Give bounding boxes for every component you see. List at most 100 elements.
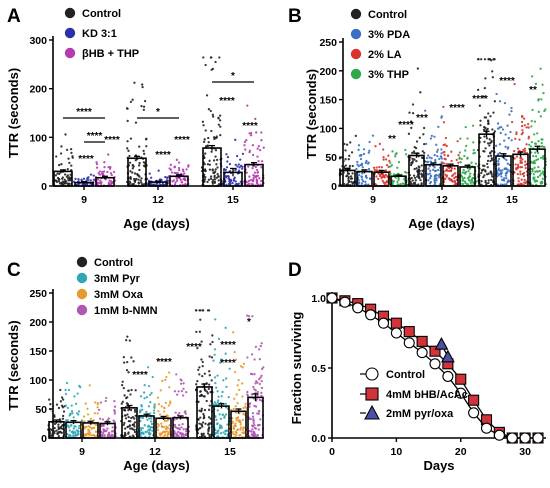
data-point: [242, 426, 246, 430]
data-point: [179, 432, 182, 435]
data-point: [536, 151, 540, 155]
data-point: [182, 170, 185, 173]
data-point: [221, 390, 224, 394]
data-point: [53, 422, 57, 426]
data-point: [451, 174, 454, 178]
data-point: [520, 183, 524, 186]
data-point: [107, 417, 110, 420]
data-point: [412, 150, 416, 153]
data-point: [435, 174, 438, 177]
data-point: [113, 412, 116, 415]
data-point: [525, 180, 528, 183]
data-point: [472, 148, 476, 152]
data-point: [81, 183, 84, 186]
data-point: [527, 135, 531, 138]
data-point: [383, 174, 386, 177]
data-point: [215, 158, 219, 162]
data-point: [150, 391, 153, 395]
data-point: [542, 154, 545, 158]
data-point: [435, 143, 438, 146]
data-point: [199, 318, 202, 321]
data-point: [95, 162, 99, 166]
data-point: [246, 356, 249, 359]
data-point: [260, 166, 263, 169]
data-point: [346, 174, 349, 177]
data-point: [389, 165, 392, 168]
data-point: [459, 161, 462, 164]
data-point: [242, 431, 245, 435]
data-point: [126, 335, 129, 338]
data-point: [368, 177, 372, 180]
data-point: [242, 406, 245, 410]
data-point: [342, 160, 345, 163]
data-point: [96, 178, 100, 181]
y-tick-label: 0.0: [311, 433, 326, 445]
data-point: [219, 114, 222, 117]
data-point: [71, 430, 75, 433]
data-point: [515, 168, 518, 171]
data-point: [113, 405, 117, 408]
data-point: [207, 423, 210, 426]
data-point: [397, 178, 400, 182]
data-point: [149, 420, 153, 423]
data-point: [450, 150, 453, 153]
data-point: [251, 144, 255, 147]
data-point: [455, 158, 458, 162]
data-point: [260, 394, 263, 397]
data-point: [396, 166, 399, 169]
legend-marker: [350, 68, 362, 80]
survival-point: [442, 370, 454, 382]
data-point: [256, 147, 259, 150]
survival-point: [352, 302, 364, 314]
data-point: [260, 386, 264, 390]
data-point: [484, 147, 487, 150]
data-point: [442, 162, 446, 165]
data-point: [237, 182, 240, 185]
data-point: [206, 432, 210, 435]
data-point: [443, 150, 446, 154]
data-point: [361, 180, 365, 183]
data-point: [217, 435, 220, 438]
data-point: [87, 428, 90, 431]
data-point: [492, 58, 496, 61]
data-point: [120, 402, 123, 405]
data-point: [51, 404, 55, 408]
data-point: [483, 135, 486, 138]
data-point: [540, 98, 543, 101]
data-point: [432, 168, 435, 171]
y-tick-label: 0: [41, 181, 47, 193]
data-point: [251, 424, 254, 427]
data-point: [342, 171, 345, 174]
data-point: [434, 160, 437, 163]
data-point: [225, 153, 228, 156]
data-point: [471, 124, 475, 127]
data-point: [255, 168, 259, 172]
data-point: [164, 359, 167, 363]
data-point: [487, 179, 490, 182]
data-point: [413, 176, 417, 180]
data-point: [486, 119, 490, 122]
data-point: [201, 360, 204, 364]
data-point: [213, 137, 216, 141]
data-point: [69, 173, 72, 176]
data-point: [126, 119, 129, 123]
data-point: [180, 426, 183, 429]
data-point: [419, 178, 422, 182]
data-point: [537, 110, 540, 113]
data-point: [348, 154, 351, 157]
data-point: [89, 179, 92, 182]
data-point: [68, 161, 71, 165]
data-point: [58, 163, 61, 167]
data-point: [377, 177, 380, 181]
legend-marker: [76, 256, 88, 268]
data-point: [347, 175, 350, 179]
data-point: [241, 395, 244, 398]
data-point: [217, 116, 220, 119]
data-point: [364, 174, 368, 177]
data-point: [227, 396, 230, 399]
data-point: [55, 403, 59, 406]
data-point: [394, 176, 397, 179]
data-point: [253, 358, 256, 361]
data-point: [110, 433, 114, 436]
data-point: [381, 179, 384, 182]
